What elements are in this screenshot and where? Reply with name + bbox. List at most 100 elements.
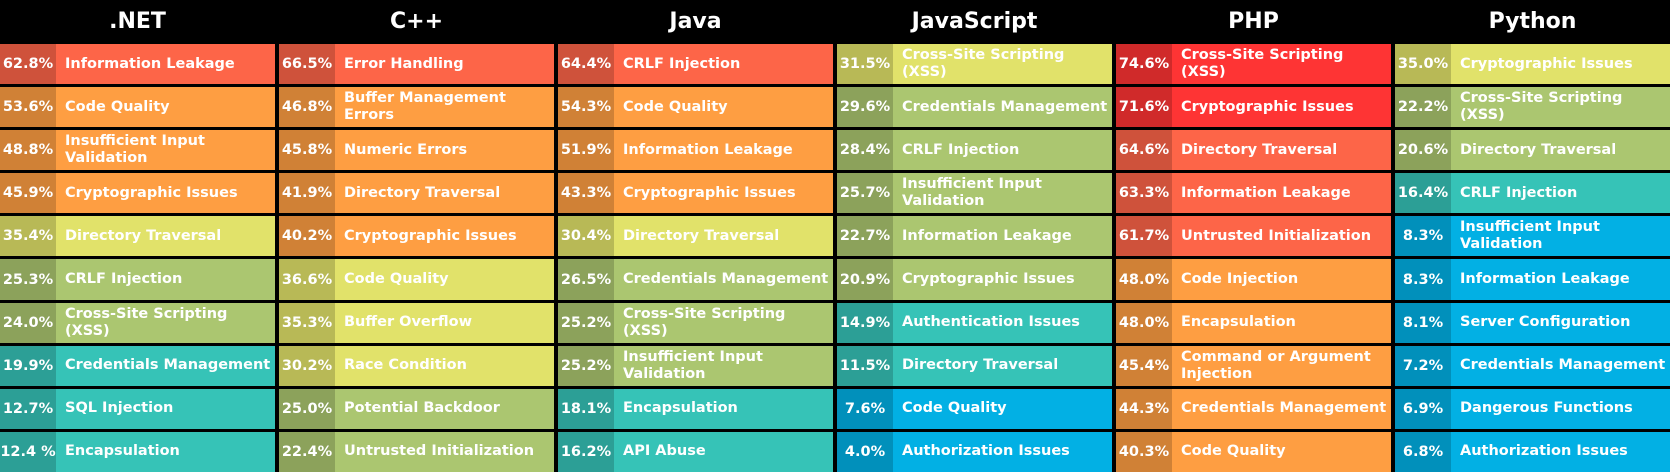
issue-label: Untrusted Initialization <box>1181 227 1372 244</box>
percent: 43.3% <box>558 173 614 214</box>
issue-label: Server Configuration <box>1460 314 1631 331</box>
issue-label: Insufficient Input Validation <box>623 348 763 382</box>
issue-label: Credentials Management <box>65 357 271 374</box>
percent: 62.8% <box>0 44 56 85</box>
percent: 35.3% <box>279 302 335 343</box>
issue-row: 20.6% Directory Traversal <box>1395 130 1670 171</box>
percent: 48.8% <box>0 130 56 171</box>
percent: 45.4% <box>1116 345 1172 386</box>
issue-row: 22.4% Untrusted Initialization <box>279 431 554 472</box>
language-column: PHP 74.6% Cross-Site Scripting (XSS) 71.6% C… <box>1116 0 1391 472</box>
issue-label: Numeric Errors <box>344 141 468 158</box>
issue-label: Potential Backdoor <box>344 400 500 417</box>
percent: 48.0% <box>1116 302 1172 343</box>
percent: 7.2% <box>1395 345 1451 386</box>
issue-label: Race Condition <box>344 357 467 374</box>
issue-label: Cryptographic Issues <box>1460 55 1633 72</box>
issue-label: Directory Traversal <box>65 227 222 244</box>
issue-label: Cryptographic Issues <box>65 184 238 201</box>
issue-label: Cryptographic Issues <box>1181 98 1354 115</box>
percent: 22.7% <box>837 216 893 257</box>
issue-row: 64.4% CRLF Injection <box>558 44 833 85</box>
issue-row: 45.9% Cryptographic Issues <box>0 173 275 214</box>
percent: 14.9% <box>837 302 893 343</box>
percent: 40.3% <box>1116 431 1172 472</box>
percent: 25.2% <box>558 345 614 386</box>
issue-row: 43.3% Cryptographic Issues <box>558 173 833 214</box>
issue-row: 48.0% Encapsulation <box>1116 302 1391 343</box>
percent: 22.2% <box>1395 87 1451 128</box>
percent: 25.7% <box>837 173 893 214</box>
percent: 53.6% <box>0 87 56 128</box>
issue-row: 4.0% Authorization Issues <box>837 431 1112 472</box>
percent: 41.9% <box>279 173 335 214</box>
issue-row: 16.4% CRLF Injection <box>1395 173 1670 214</box>
issue-label: Untrusted Initialization <box>344 443 535 460</box>
issue-row: 63.3% Information Leakage <box>1116 173 1391 214</box>
issue-label: Cryptographic Issues <box>344 227 517 244</box>
column-title: C++ <box>389 9 443 34</box>
issue-row: 7.2% Credentials Management <box>1395 345 1670 386</box>
issue-label: Cross-Site Scripting (XSS) <box>65 305 228 339</box>
issue-row: 29.6% Credentials Management <box>837 87 1112 128</box>
issue-row: 54.3% Code Quality <box>558 87 833 128</box>
percent: 16.4% <box>1395 173 1451 214</box>
percent: 45.8% <box>279 130 335 171</box>
issue-label: Information Leakage <box>1181 184 1351 201</box>
issue-label: Information Leakage <box>1460 271 1630 288</box>
issue-row: 25.3% CRLF Injection <box>0 259 275 300</box>
language-column: C++ 66.5% Error Handling 46.8% Buffer Manage… <box>279 0 554 472</box>
issue-row: 61.7% Untrusted Initialization <box>1116 216 1391 257</box>
column-title: PHP <box>1228 9 1279 34</box>
percent: 20.6% <box>1395 130 1451 171</box>
issue-row: 48.8% Insufficient Input Validation <box>0 130 275 171</box>
issue-label: Cross-Site Scripting (XSS) <box>1460 90 1623 124</box>
percent: 16.2% <box>558 431 614 472</box>
percent: 46.8% <box>279 87 335 128</box>
issue-label: Buffer Management Errors <box>344 90 506 124</box>
issue-label: Authorization Issues <box>902 443 1070 460</box>
issue-label: Information Leakage <box>623 141 793 158</box>
issue-row: 31.5% Cross-Site Scripting (XSS) <box>837 44 1112 85</box>
percent: 51.9% <box>558 130 614 171</box>
percent: 31.5% <box>837 44 893 85</box>
percent: 22.4% <box>279 431 335 472</box>
issue-row: 53.6% Code Quality <box>0 87 275 128</box>
issue-label: Information Leakage <box>902 227 1072 244</box>
issue-row: 30.4% Directory Traversal <box>558 216 833 257</box>
percent: 12.4 % <box>0 431 56 472</box>
issue-row: 44.3% Credentials Management <box>1116 388 1391 429</box>
percent: 20.9% <box>837 259 893 300</box>
issue-row: 46.8% Buffer Management Errors <box>279 87 554 128</box>
issue-label: Credentials Management <box>1460 357 1666 374</box>
issue-row: 25.2% Cross-Site Scripting (XSS) <box>558 302 833 343</box>
issue-label: Encapsulation <box>1181 314 1296 331</box>
percent: 19.9% <box>0 345 56 386</box>
issue-label: Command or Argument Injection <box>1181 348 1371 382</box>
percent: 71.6% <box>1116 87 1172 128</box>
issue-row: 41.9% Directory Traversal <box>279 173 554 214</box>
issue-label: Cryptographic Issues <box>623 184 796 201</box>
issue-label: Buffer Overflow <box>344 314 473 331</box>
issue-label: Code Quality <box>623 98 728 115</box>
issue-row: 26.5% Credentials Management <box>558 259 833 300</box>
percent: 7.6% <box>837 388 893 429</box>
issue-label: Code Quality <box>1181 443 1286 460</box>
issue-row: 18.1% Encapsulation <box>558 388 833 429</box>
issue-row: 40.2% Cryptographic Issues <box>279 216 554 257</box>
percent: 11.5% <box>837 345 893 386</box>
percent: 26.5% <box>558 259 614 300</box>
percent: 18.1% <box>558 388 614 429</box>
percent: 66.5% <box>279 44 335 85</box>
language-column: Java 64.4% CRLF Injection 54.3% Code Quality… <box>558 0 833 472</box>
column-title: Java <box>669 9 722 34</box>
issue-row: 35.3% Buffer Overflow <box>279 302 554 343</box>
percent: 74.6% <box>1116 44 1172 85</box>
language-column: .NET 62.8% Information Leakage 53.6% Code Qu… <box>0 0 275 472</box>
issue-label: SQL Injection <box>65 400 174 417</box>
issue-row: 19.9% Credentials Management <box>0 345 275 386</box>
issue-label: Credentials Management <box>1181 400 1387 417</box>
issue-row: 28.4% CRLF Injection <box>837 130 1112 171</box>
issue-row: 71.6% Cryptographic Issues <box>1116 87 1391 128</box>
